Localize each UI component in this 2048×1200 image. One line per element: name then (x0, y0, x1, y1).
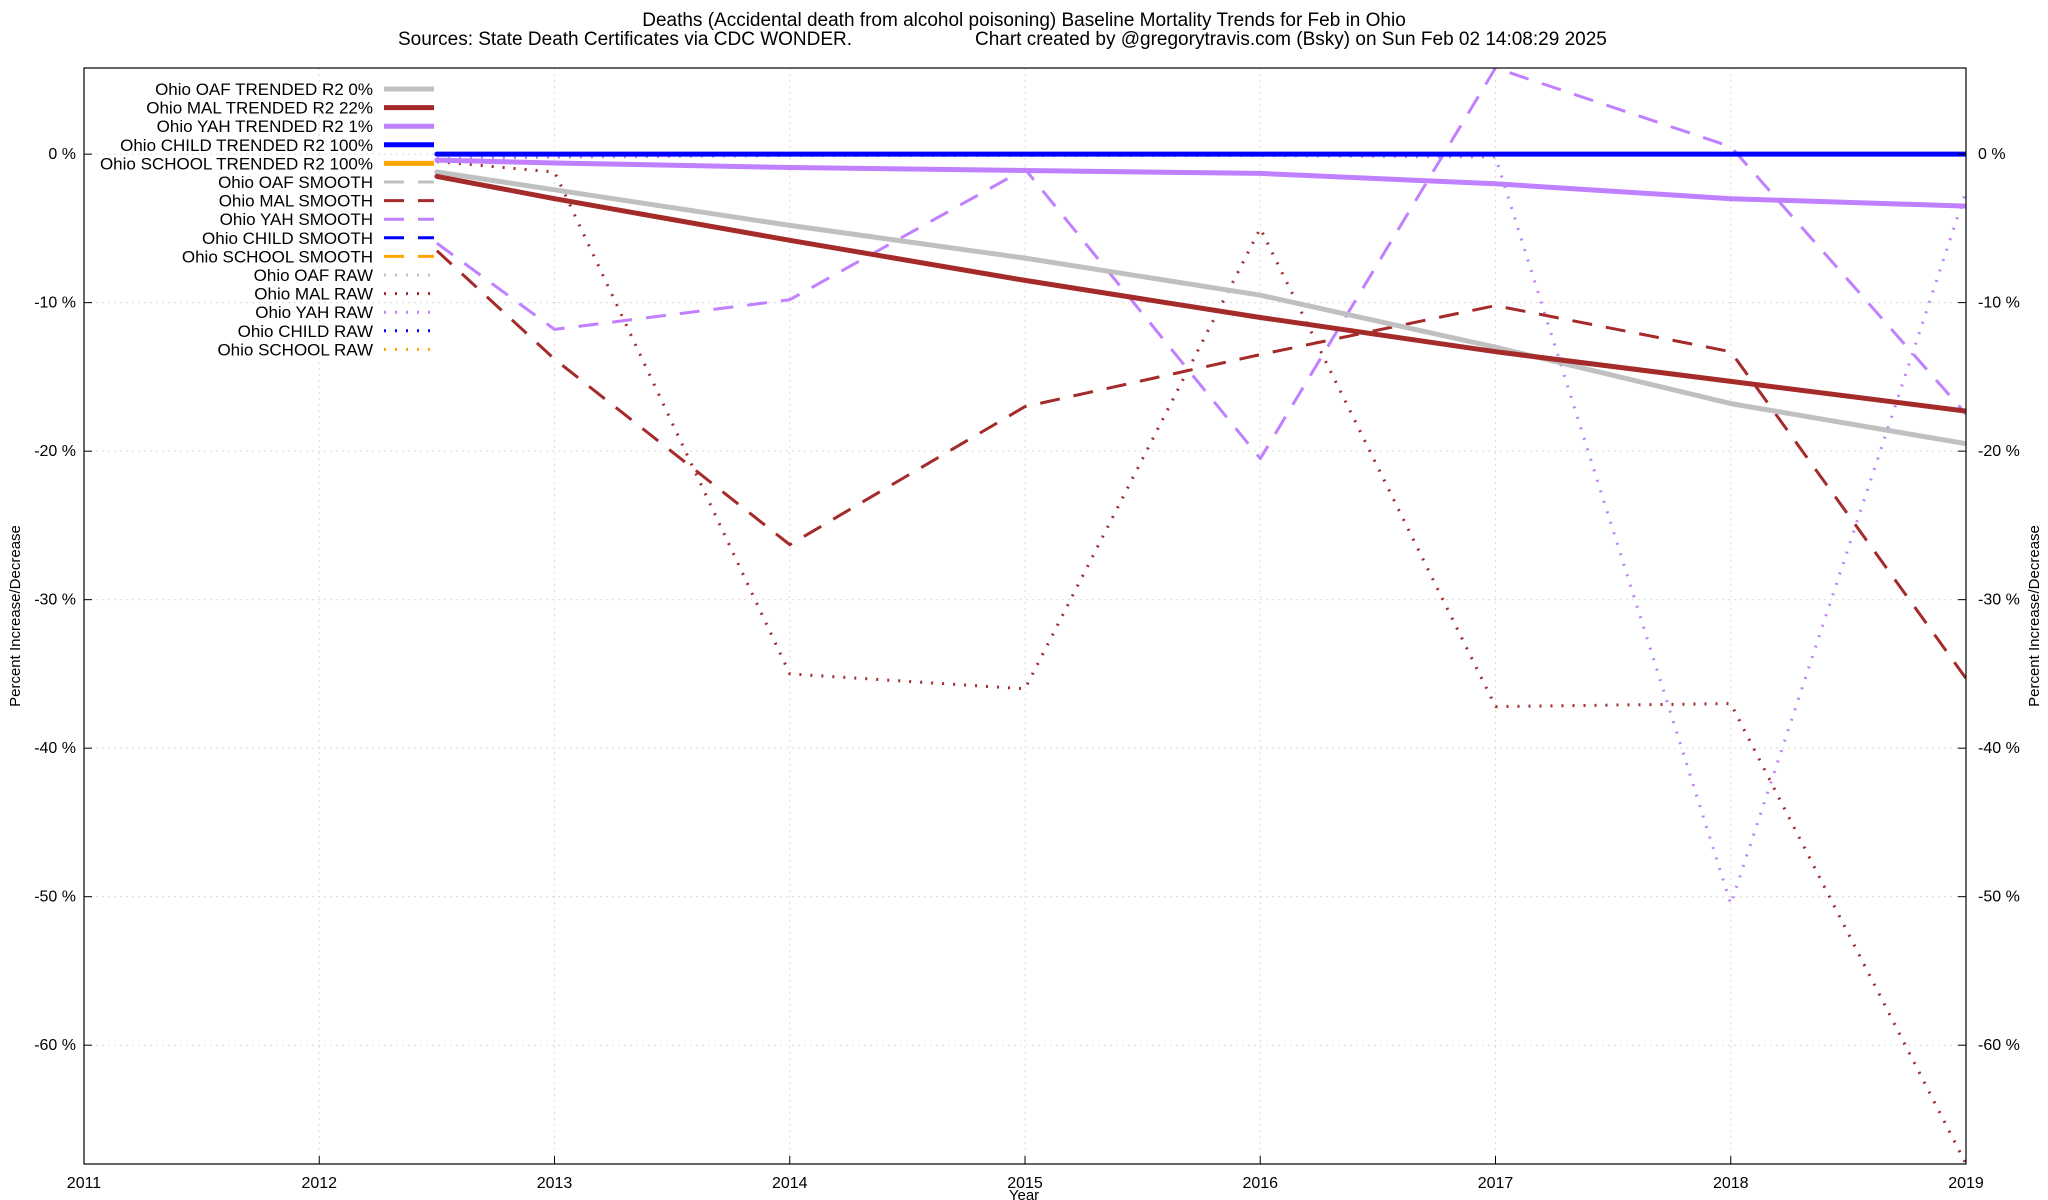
chart-title: Deaths (Accidental death from alcohol po… (642, 10, 1406, 31)
x-tick-label: 2019 (1948, 1175, 1984, 1192)
x-axis-label: Year (1009, 1187, 1039, 1200)
y-tick-label-right: -30 % (1978, 592, 2020, 609)
legend-entry-label: Ohio CHILD RAW (238, 322, 373, 341)
legend-entry-label: Ohio CHILD TRENDED R2 100% (120, 136, 373, 155)
legend-entry-label: Ohio MAL SMOOTH (219, 192, 373, 211)
chart-subtitle-sources: Sources: State Death Certificates via CD… (398, 29, 852, 50)
y-tick-label-left: -30 % (34, 592, 76, 609)
y-axis-label-right: Percent Increase/Decrease (2026, 525, 2043, 707)
y-tick-label-right: -20 % (1978, 443, 2020, 460)
legend-entry-label: Ohio SCHOOL TRENDED R2 100% (100, 154, 373, 173)
y-tick-label-left: -50 % (34, 889, 76, 906)
grid-lines (84, 68, 1966, 1164)
series-line-ohio-mal-trended-r2-22 (434, 173, 1966, 414)
x-tick-label: 2012 (301, 1175, 337, 1192)
series-line-ohio-mal-smooth (435, 249, 1966, 680)
series-line-ohio-mal-raw (436, 160, 1966, 1164)
x-tick-label: 2017 (1478, 1175, 1514, 1192)
y-tick-label-left: 0 % (48, 146, 76, 163)
y-tick-label-right: -10 % (1978, 295, 2020, 312)
y-tick-label-right: -60 % (1978, 1037, 2020, 1054)
legend-entry-label: Ohio OAF RAW (254, 266, 373, 285)
y-tick-label-right: 0 % (1978, 146, 2006, 163)
series-layer (434, 68, 1966, 1164)
x-tick-label: 2014 (772, 1175, 808, 1192)
chart-subtitle-credit: Chart created by @gregorytravis.com (Bsk… (975, 29, 1607, 50)
axis-ticks: 2011 2012 2013 2014 2015 2016 2017 2018 2019 0 % 0… (34, 146, 2020, 1192)
legend-entry-label: Ohio YAH SMOOTH (220, 210, 373, 229)
legend: Ohio OAF TRENDED R2 0%Ohio MAL TRENDED R… (100, 80, 434, 359)
legend-entry-label: Ohio CHILD SMOOTH (202, 229, 373, 248)
y-tick-label-left: -20 % (34, 443, 76, 460)
y-tick-label-left: -40 % (34, 740, 76, 757)
series-line-ohio-yah-raw (436, 154, 1966, 906)
x-tick-label: 2011 (67, 1175, 102, 1192)
legend-entry-label: Ohio MAL RAW (254, 285, 373, 304)
legend-entry-label: Ohio SCHOOL SMOOTH (182, 247, 373, 266)
x-tick-label: 2016 (1242, 1175, 1278, 1192)
x-tick-label: 2015 (1007, 1175, 1043, 1192)
legend-entry-label: Ohio OAF TRENDED R2 0% (155, 80, 373, 99)
legend-entry-label: Ohio YAH TRENDED R2 1% (157, 117, 373, 136)
legend-entry-label: Ohio YAH RAW (255, 303, 373, 322)
y-tick-label-right: -40 % (1978, 740, 2020, 757)
legend-entry-label: Ohio MAL TRENDED R2 22% (146, 99, 373, 118)
series-line-ohio-yah-trended-r2-1 (434, 157, 1966, 209)
y-tick-label-left: -60 % (34, 1037, 76, 1054)
legend-entry-label: Ohio OAF SMOOTH (218, 173, 373, 192)
series-line-ohio-oaf-trended-r2-0 (434, 169, 1966, 447)
series-line-ohio-yah-smooth (436, 68, 1966, 461)
y-tick-label-left: -10 % (34, 295, 76, 312)
y-axis-label-left: Percent Increase/Decrease (7, 525, 24, 707)
legend-entry-label: Ohio SCHOOL RAW (217, 340, 373, 359)
x-tick-label: 2013 (537, 1175, 573, 1192)
y-tick-label-right: -50 % (1978, 889, 2020, 906)
x-tick-label: 2018 (1713, 1175, 1749, 1192)
